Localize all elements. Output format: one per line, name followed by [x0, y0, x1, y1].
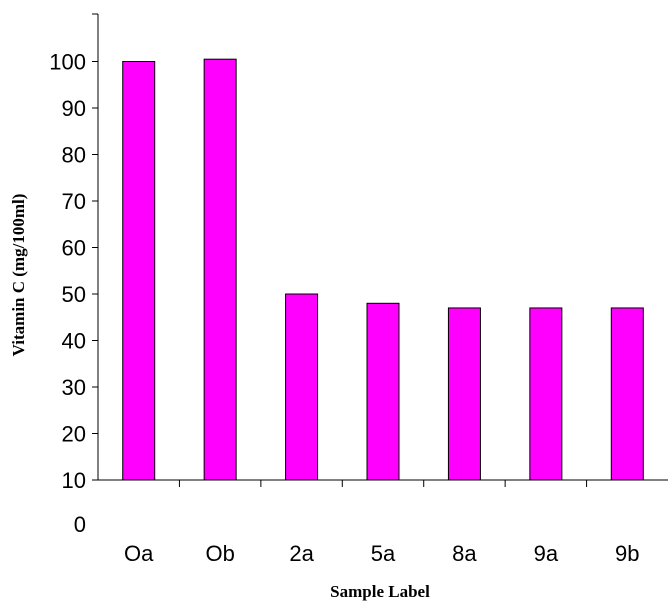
y-tick-label: 0 [74, 512, 86, 537]
x-tick-label: Oa [124, 541, 154, 566]
x-tick-label: 9a [534, 541, 559, 566]
y-tick-label: 40 [62, 329, 86, 354]
bar-Ob [203, 58, 237, 481]
x-ticks-group: Oa Ob 2a 5a 8a 9a 9b [124, 480, 640, 566]
x-tick-label: Ob [205, 541, 234, 566]
y-tick-label: 100 [49, 50, 86, 75]
x-tick-label: 5a [371, 541, 396, 566]
y-tick-label: 80 [62, 143, 86, 168]
y-tick-label: 20 [62, 422, 86, 447]
y-tick-label: 90 [62, 96, 86, 121]
y-axis-title: Vitamin C (mg/100ml) [9, 194, 28, 357]
y-tick-label: 10 [62, 468, 86, 493]
x-axis-title: Sample Label [330, 582, 430, 601]
y-tick-label: 70 [62, 189, 86, 214]
bar-Oa [122, 61, 156, 481]
bar-2a [285, 293, 319, 481]
bar-8a [447, 307, 481, 481]
y-ticks-group: 0 10 20 30 40 50 60 70 80 90 100 [49, 13, 98, 537]
y-tick-label: 60 [62, 236, 86, 261]
x-tick-label: 9b [615, 541, 639, 566]
bar-9a [529, 307, 563, 481]
y-tick-label: 30 [62, 375, 86, 400]
bar-5a [366, 302, 400, 481]
bars-group [122, 58, 644, 481]
bar-9b [610, 307, 644, 481]
x-tick-label: 8a [452, 541, 477, 566]
x-tick-label: 2a [289, 541, 314, 566]
y-tick-label: 50 [62, 282, 86, 307]
